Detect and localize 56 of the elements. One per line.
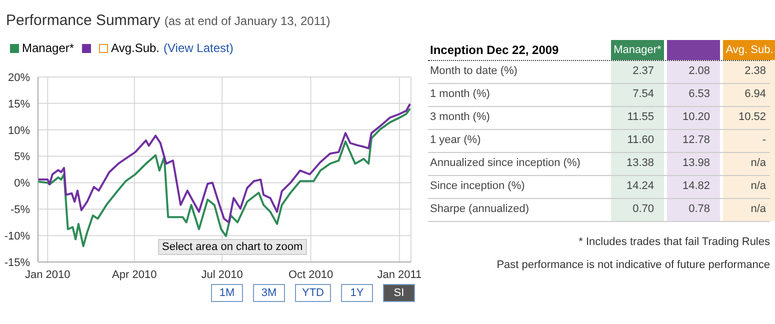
x-tick-label: Jul 2010: [201, 268, 243, 281]
data-label: 0.78: [688, 203, 710, 215]
text: 1Y: [341, 284, 373, 302]
data-label: 13.38: [625, 157, 654, 169]
data-label: 10.52: [737, 111, 766, 123]
data-label: 14.24: [625, 180, 654, 192]
data-label: 14.82: [681, 180, 710, 192]
text: Inception Dec 22, 2009: [430, 43, 559, 57]
data-label: 11.60: [626, 134, 654, 146]
data-label: 10.20: [681, 111, 710, 123]
y-tick-label: 0%: [14, 178, 30, 190]
data-label: 6.53: [688, 88, 710, 100]
data-label: 2.08: [688, 65, 710, 77]
chart-subtitle: (as at end of January 13, 2011): [164, 14, 330, 28]
text: (View Latest): [164, 41, 234, 55]
data-label: 6.94: [744, 88, 766, 100]
x-tick-label: Jan 2010: [25, 268, 70, 281]
data-label: 2.37: [632, 65, 654, 77]
y-tick-label: 1 month (%): [430, 88, 490, 100]
chart-title: Performance Summary: [6, 12, 160, 29]
data-label: 12.78: [681, 134, 710, 146]
y-tick-label: 3 month (%): [430, 111, 490, 123]
text: SI: [383, 284, 415, 302]
text: Past performance is not indicative of future performance: [496, 259, 770, 271]
y-tick-label: 20%: [8, 72, 30, 84]
text: -: [762, 134, 766, 146]
y-tick-label: Month to date (%): [430, 65, 518, 77]
y-tick-label: Annualized since inception (%): [430, 157, 580, 169]
text: 3M: [253, 284, 285, 302]
data-label: 7.54: [632, 88, 654, 100]
y-tick-label: 1 year (%): [430, 134, 481, 146]
text: * Includes trades that fail Trading Rules: [578, 236, 770, 248]
data-label: 13.98: [681, 157, 710, 169]
text: YTD: [295, 284, 331, 302]
x-tick-label: Jan 2011: [377, 268, 422, 281]
line-series: [38, 102, 411, 224]
y-tick-label: -15%: [4, 256, 30, 269]
data-label: 2.38: [744, 65, 766, 77]
text: n/a: [750, 180, 766, 192]
data-label: 0.70: [632, 203, 654, 215]
x-tick-label: Apr 2010: [112, 268, 157, 281]
text: n/a: [750, 203, 766, 215]
data-label: 11.55: [626, 111, 654, 123]
y-tick-label: -10%: [4, 230, 30, 242]
y-tick-label: 5%: [14, 151, 30, 164]
x-tick-label: Avg. Sub.: [723, 40, 775, 60]
text: 1M: [211, 284, 243, 302]
y-tick-label: Sharpe (annualized): [430, 203, 530, 215]
x-tick-label: Oct 2010: [288, 268, 334, 281]
legend-label: Avg.Sub.: [111, 41, 160, 55]
y-tick-label: -5%: [10, 204, 30, 216]
y-tick-label: Since inception (%): [430, 180, 525, 192]
text: n/a: [750, 157, 766, 169]
y-tick-label: 10%: [8, 124, 30, 137]
y-tick-label: 15%: [8, 98, 30, 110]
annotation: Select area on chart to zoom: [158, 239, 307, 255]
